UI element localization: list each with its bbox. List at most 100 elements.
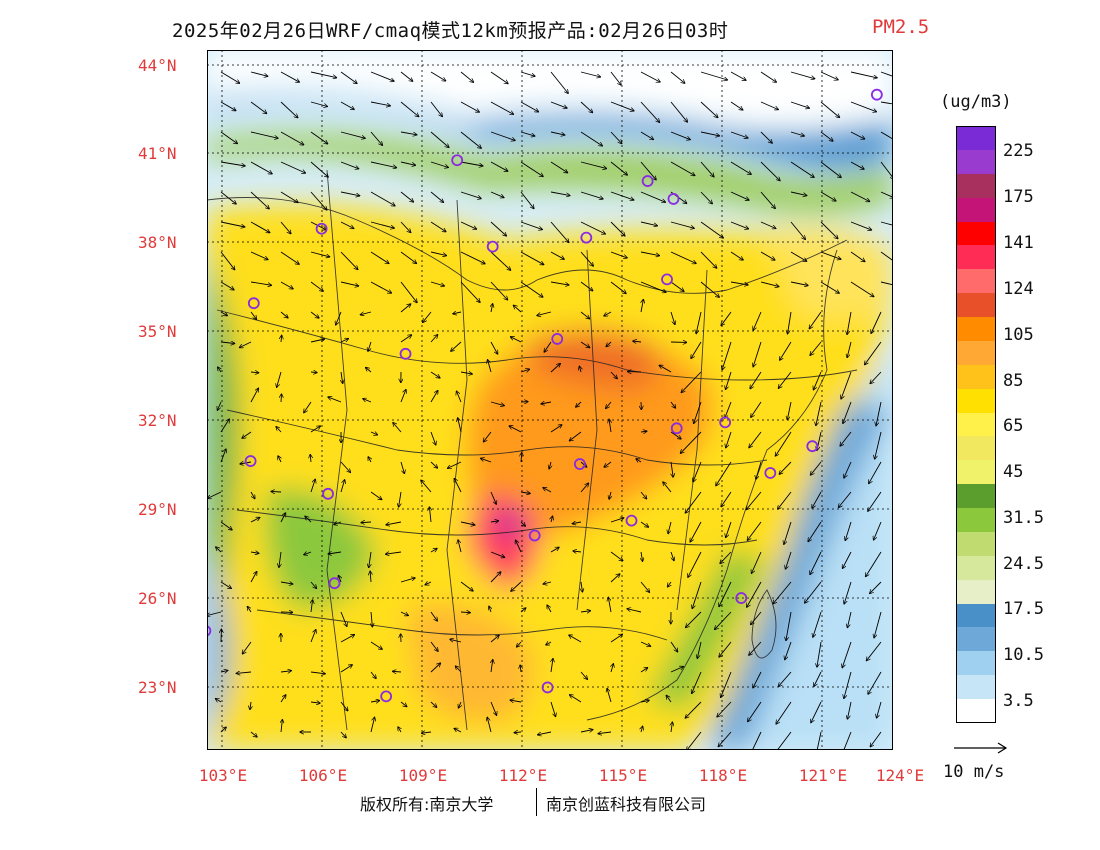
colorbar-unit: (ug/m3): [940, 92, 1012, 112]
wind-arrow: [812, 491, 822, 508]
wind-arrow: [609, 419, 611, 433]
map-canvas: [207, 50, 893, 750]
wind-arrow: [250, 552, 259, 553]
wind-arrow: [870, 581, 882, 594]
orange-core: [467, 330, 713, 537]
wind-arrow: [423, 311, 432, 323]
wind-arrow: [340, 131, 365, 138]
blue-band-north: [207, 100, 893, 170]
wind-arrow: [280, 221, 291, 234]
wind-arrow: [310, 454, 311, 463]
city-marker: [541, 681, 554, 694]
wind-arrow: [876, 401, 882, 426]
wind-arrow: [659, 365, 672, 373]
colorbar-segment: [956, 627, 996, 652]
wind-arrow: [640, 251, 660, 256]
colorbar-label: 225: [1003, 141, 1034, 161]
wind-arrow: [520, 101, 539, 112]
colorbar-segment: [956, 126, 996, 150]
wind-arrow: [880, 281, 893, 286]
wind-arrow: [633, 341, 642, 342]
wind-arrow: [338, 575, 341, 583]
wind-arrow: [456, 391, 462, 403]
wind-arrow: [868, 671, 882, 694]
wind-arrow: [721, 491, 732, 507]
wind-arrow: [447, 461, 462, 468]
city-marker: [735, 592, 748, 604]
colorbar-segment: [956, 484, 996, 508]
wind-arrow: [305, 516, 312, 523]
wind-arrow: [250, 71, 268, 76]
wind-arrow: [871, 311, 882, 334]
wind-arrow: [361, 522, 372, 523]
wind-arrow: [220, 727, 226, 733]
wind-arrow: [400, 71, 413, 81]
wind-arrow: [490, 341, 498, 354]
wind-arrow: [370, 491, 382, 500]
lat-label-29: 29°N: [138, 500, 177, 519]
wind-arrow: [370, 251, 389, 264]
wind-arrow: [790, 191, 807, 196]
wind-arrow: [280, 131, 304, 145]
lon-label-115: 115°E: [598, 766, 648, 785]
lat-label-26: 26°N: [138, 589, 177, 608]
wind-arrow: [572, 522, 582, 524]
wind-arrow: [370, 71, 394, 81]
wind-arrow: [700, 191, 712, 204]
wind-arrow: [640, 71, 660, 82]
wind-arrow: [610, 634, 623, 643]
city-marker: [451, 154, 464, 167]
wind-arrow: [610, 281, 626, 294]
wind-arrow: [790, 161, 814, 177]
wind-arrow: [880, 251, 893, 262]
wind-arrow: [760, 191, 775, 209]
wind-arrow: [393, 423, 402, 433]
wind-arrow: [610, 221, 625, 236]
wind-arrow: [550, 281, 569, 285]
colorbar-segment: [956, 508, 996, 532]
wind-arrow: [310, 101, 328, 107]
wind-arrow: [610, 161, 627, 175]
wind-arrow: [340, 251, 358, 270]
wind-arrow: [847, 311, 852, 335]
wind-arrow: [368, 457, 371, 463]
wind-arrow: [790, 251, 807, 261]
wind-arrow: [847, 611, 852, 628]
wind-arrow: [640, 221, 658, 226]
city-marker: [670, 422, 683, 435]
wind-arrow: [430, 161, 448, 168]
wind-arrow: [310, 131, 328, 144]
lat-label-35: 35°N: [138, 322, 177, 341]
wind-arrow: [513, 305, 522, 313]
wind-arrow: [580, 671, 588, 679]
wind-arrow: [850, 251, 865, 262]
wind-arrow: [490, 131, 515, 141]
wind-arrow: [220, 342, 235, 344]
wind-arrow: [430, 71, 446, 81]
wind-arrow: [808, 521, 822, 542]
lat-label-44: 44°N: [138, 56, 177, 75]
wind-arrow: [670, 101, 688, 122]
wind-arrow: [680, 431, 702, 453]
wind-arrow: [430, 281, 445, 286]
wind-arrow: [430, 191, 444, 202]
wind-arrow: [749, 641, 762, 655]
wind-arrow: [490, 161, 508, 171]
city-marker: [580, 231, 593, 244]
wind-arrow: [880, 71, 893, 77]
wind-arrow: [340, 611, 347, 627]
wind-arrow: [700, 161, 714, 177]
wind-arrow: [805, 581, 822, 603]
wind-arrow: [430, 101, 442, 117]
wind-arrow: [820, 71, 838, 80]
city-marker: [380, 690, 393, 703]
wind-arrow: [328, 397, 342, 403]
wind-arrow: [670, 161, 695, 176]
wind-arrow: [640, 641, 651, 646]
wind-arrow: [250, 251, 268, 260]
wind-arrow: [400, 161, 416, 165]
wind-arrow: [670, 221, 694, 228]
wind-arrow: [640, 700, 649, 702]
wind-arrow: [641, 299, 643, 313]
wind-arrow: [207, 611, 222, 616]
